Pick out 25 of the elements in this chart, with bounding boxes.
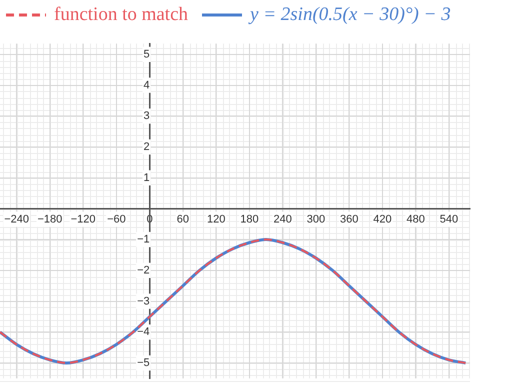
x-tick-label: 540 [440,213,458,226]
y-tick-label: 1 [144,172,150,184]
y-tick-label: −5 [137,357,150,370]
x-tick-label: 60 [176,213,190,226]
x-tick-label: −60 [107,213,126,226]
y-tick-label: −1 [137,234,150,246]
y-tick-label: −4 [137,326,150,338]
x-tick-label: 240 [273,213,292,226]
x-tick-label: 300 [306,213,326,226]
x-tick-label: −240 [4,213,30,226]
x-tick-label: −120 [70,213,96,226]
y-tick-label: −2 [137,264,150,276]
x-tick-label: 120 [206,213,226,226]
x-tick-label: 420 [373,213,392,226]
y-tick-label: 4 [144,79,150,92]
x-tick-label: 360 [340,213,358,226]
y-tick-label: 2 [144,141,150,154]
x-tick-label: 480 [406,213,425,226]
legend-label: function to match [54,4,188,26]
legend-label: y = 2sin(0.5(x − 30)°) − 3 [250,4,451,26]
x-tick-label: 180 [240,213,259,226]
y-tick-label: 3 [144,110,150,122]
x-tick-label: −180 [37,213,62,226]
y-tick-label: 5 [144,48,150,60]
y-tick-label: −3 [137,295,150,308]
